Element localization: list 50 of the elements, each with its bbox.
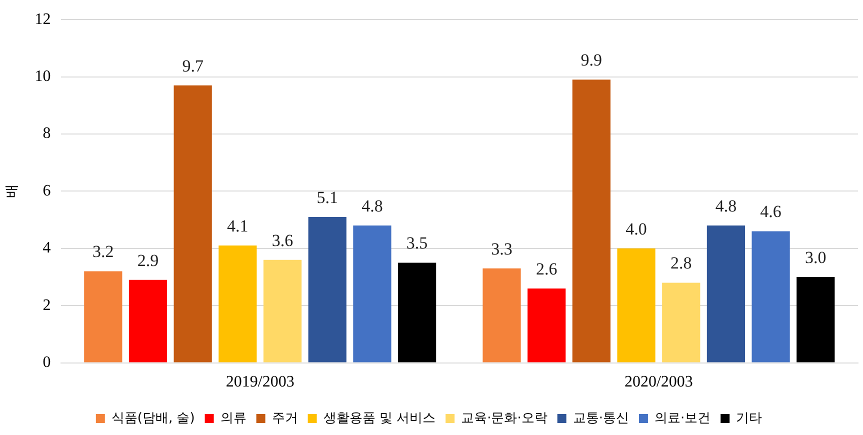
data-label: 2.8 bbox=[670, 254, 692, 273]
data-label: 3.3 bbox=[491, 239, 512, 258]
x-tick-label: 2020/2003 bbox=[624, 374, 693, 391]
legend-label: 식품(담배, 술) bbox=[111, 410, 195, 426]
bar bbox=[398, 262, 436, 362]
data-label: 9.7 bbox=[182, 56, 204, 76]
y-tick-label: 6 bbox=[42, 182, 51, 200]
bar bbox=[482, 268, 521, 362]
y-tick-label: 8 bbox=[42, 125, 51, 142]
y-tick-label: 12 bbox=[34, 10, 51, 28]
data-label: 4.1 bbox=[227, 216, 248, 236]
data-label: 3.5 bbox=[406, 234, 428, 253]
data-label: 2.9 bbox=[137, 250, 159, 270]
bar bbox=[796, 277, 835, 362]
legend-label: 기타 bbox=[736, 410, 762, 426]
data-label: 4.8 bbox=[715, 196, 737, 216]
bar bbox=[84, 271, 122, 362]
data-label: 2.6 bbox=[536, 259, 558, 278]
legend-label: 생활용품 및 서비스 bbox=[323, 410, 436, 426]
data-label: 3.2 bbox=[92, 242, 114, 262]
legend-label: 의류 bbox=[220, 410, 246, 426]
data-label: 4.0 bbox=[626, 219, 647, 238]
bar bbox=[706, 226, 746, 362]
y-tick-label: 2 bbox=[42, 296, 51, 314]
x-tick-label: 2019/2003 bbox=[226, 374, 294, 391]
legend-label: 교통·통신 bbox=[572, 410, 629, 426]
bar bbox=[752, 231, 790, 362]
bar bbox=[353, 226, 392, 362]
legend-label: 주거 bbox=[272, 410, 298, 426]
data-label: 3.6 bbox=[272, 230, 294, 250]
bar bbox=[662, 282, 700, 362]
data-label: 4.8 bbox=[362, 196, 383, 216]
data-label: 9.9 bbox=[580, 50, 602, 70]
legend-label: 교육·문화·오락 bbox=[461, 410, 548, 426]
y-tick-label: 10 bbox=[34, 68, 51, 86]
legend-label: 의료·보건 bbox=[654, 410, 711, 426]
bar bbox=[263, 260, 302, 362]
bar bbox=[174, 85, 212, 362]
bar bbox=[617, 248, 656, 362]
bar bbox=[308, 216, 346, 362]
bar bbox=[572, 80, 610, 362]
bar bbox=[128, 280, 168, 362]
y-tick-label: 0 bbox=[42, 354, 51, 372]
y-tick-label: 4 bbox=[42, 240, 51, 257]
bar bbox=[528, 288, 566, 362]
data-label: 4.6 bbox=[760, 202, 782, 222]
y-axis-title: 배 bbox=[4, 184, 20, 198]
data-label: 5.1 bbox=[316, 188, 338, 207]
data-label: 3.0 bbox=[805, 248, 826, 267]
bar bbox=[218, 246, 257, 362]
